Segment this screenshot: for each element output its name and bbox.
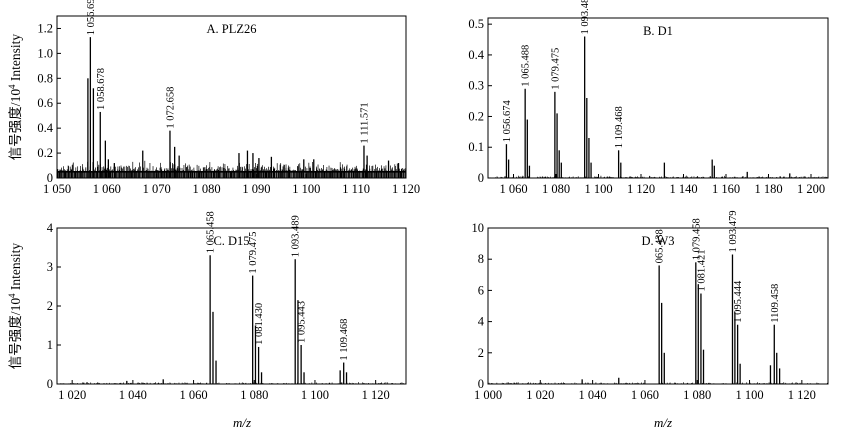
y-axis-label-bottom-sup: 4 bbox=[7, 293, 17, 298]
y-axis-label-bottom-cn: 信号强度/10 bbox=[8, 298, 23, 370]
panel-a-y-tick-label: 0.6 bbox=[37, 96, 53, 110]
panel-c-y-tick-label: 2 bbox=[47, 299, 53, 313]
panel-b-x-tick-label: 1 200 bbox=[797, 182, 825, 196]
panel-b-noise-spectrum bbox=[487, 175, 829, 178]
panel-d-y-tick-label: 6 bbox=[478, 283, 484, 297]
panel-c-frame bbox=[56, 227, 407, 385]
panel-a-x-tick-label: 1 070 bbox=[143, 182, 171, 196]
panel-a-x-tick-label: 1 110 bbox=[342, 182, 370, 196]
panel-a-y-tick-label: 0.4 bbox=[37, 121, 53, 135]
panel-d: D. W3 1 000 1 020 1 040 1 060 1 080 1 100 1 120… bbox=[472, 211, 829, 402]
y-axis-label-bottom: 信号强度/104 Intensity bbox=[7, 243, 23, 370]
panel-d-title: D. W3 bbox=[641, 234, 674, 248]
panel-c-peak-label: 1 109.468 bbox=[339, 319, 350, 361]
panel-b-peak-label: 1 093.489 bbox=[580, 0, 591, 35]
panel-c-peak-label: 1 079.475 bbox=[248, 232, 259, 274]
panel-a-y-tick-label: 0.8 bbox=[37, 71, 53, 85]
panel-b-y-tick-label: 0.5 bbox=[468, 17, 484, 31]
panel-a-x-tick-label: 1 120 bbox=[392, 182, 420, 196]
panel-a-x-tick-label: 1 080 bbox=[193, 182, 221, 196]
panel-d-y-tick-label: 0 bbox=[478, 377, 484, 391]
panel-b-peak-label: 1 065.488 bbox=[521, 45, 532, 87]
panel-c-x-tick-label: 1 060 bbox=[180, 388, 208, 402]
panel-c-x-tick-label: 1 100 bbox=[301, 388, 329, 402]
panel-c-x-tick-label: 1 120 bbox=[362, 388, 390, 402]
panel-b-x-tick-label: 1 140 bbox=[669, 182, 697, 196]
panel-a-y-tick-label: 1.2 bbox=[37, 21, 53, 35]
y-axis-label-top-cn: 信号强度/10 bbox=[8, 89, 23, 161]
panel-a-x-tick-label: 1 050 bbox=[43, 182, 71, 196]
panel-d-x-tick-label: 1 040 bbox=[579, 388, 607, 402]
panel-a-y-tick-label: 0 bbox=[47, 171, 53, 185]
panel-a-title: A. PLZ26 bbox=[207, 22, 257, 36]
panel-a-peak-label: 1 056.692 bbox=[86, 0, 97, 35]
panel-d-x-tick-label: 1 000 bbox=[474, 388, 502, 402]
panel-a: A. PLZ26 1 050 1 060 1 070 1 080 1 090 1 100 1 … bbox=[37, 0, 420, 196]
panel-d-x-tick-label: 1 100 bbox=[735, 388, 763, 402]
panel-c-x-tick-label: 1 080 bbox=[240, 388, 268, 402]
panel-a-peak-label: 1 072.658 bbox=[166, 87, 177, 129]
panel-c-peak-label: 1 093.489 bbox=[291, 215, 302, 257]
panel-d-x-tick-label: 1 060 bbox=[631, 388, 659, 402]
panel-d-noise-spectrum bbox=[487, 382, 828, 384]
panel-d-peak-label: 1109.458 bbox=[770, 284, 781, 323]
panel-b-x-tick-label: 1 100 bbox=[584, 182, 612, 196]
panel-a-peak-label: 1 111.571 bbox=[360, 102, 371, 143]
panel-c-y-tick-label: 1 bbox=[47, 338, 53, 352]
panel-b-y-tick-label: 0.3 bbox=[468, 79, 484, 93]
panel-c-x-tick-label: 1 020 bbox=[58, 388, 86, 402]
panel-b-x-tick-label: 1 160 bbox=[712, 182, 740, 196]
panel-c: C. D15 1 020 1 040 1 060 1 080 1 100 1 120 0 1 2 3… bbox=[47, 211, 407, 402]
panel-b-x-tick-label: 1 060 bbox=[499, 182, 527, 196]
panel-b-y-tick-label: 0.2 bbox=[468, 109, 484, 123]
panel-a-x-tick-label: 1 060 bbox=[93, 182, 121, 196]
panel-b-frame bbox=[487, 17, 829, 179]
panel-d-peak-label: 1 081.421 bbox=[696, 250, 707, 292]
y-axis-label-bottom-en: Intensity bbox=[8, 243, 23, 294]
panel-d-peak-label: 1 093.479 bbox=[728, 211, 739, 253]
panel-c-peak-label: 1 081.430 bbox=[254, 303, 265, 345]
panel-c-peak-label: 1 095.443 bbox=[297, 301, 308, 343]
panel-c-y-tick-label: 3 bbox=[47, 260, 53, 274]
panel-a-x-tick-label: 1 090 bbox=[242, 182, 270, 196]
panel-b-peak-label: 1 079.475 bbox=[550, 48, 561, 90]
panel-d-y-tick-label: 8 bbox=[478, 252, 484, 266]
panel-b-x-tick-label: 1 180 bbox=[754, 182, 782, 196]
panel-d-x-tick-label: 1 120 bbox=[788, 388, 816, 402]
panel-b-peak-label: 1 056.674 bbox=[502, 99, 513, 142]
panel-d-y-tick-label: 2 bbox=[478, 346, 484, 360]
panel-c-y-tick-label: 4 bbox=[47, 221, 54, 235]
x-axis-label-right: m/z bbox=[654, 415, 672, 430]
y-axis-label-top-sup: 4 bbox=[7, 84, 17, 89]
y-axis-label-top-en: Intensity bbox=[8, 34, 23, 85]
panel-c-x-tick-label: 1 040 bbox=[119, 388, 147, 402]
panel-a-frame bbox=[56, 15, 407, 179]
panel-a-noise-spectrum bbox=[56, 160, 406, 178]
panel-d-peak-label: 1 095.444 bbox=[733, 280, 744, 323]
panel-d-x-tick-label: 1 080 bbox=[683, 388, 711, 402]
panel-c-y-tick-label: 0 bbox=[47, 377, 53, 391]
panel-b: B. D1 1 060 1 080 1 100 1 120 1 140 1 160 1 180… bbox=[468, 0, 829, 196]
panel-b-y-tick-label: 0 bbox=[478, 171, 484, 185]
panel-a-y-tick-label: 0.2 bbox=[37, 146, 53, 160]
panel-d-x-tick-label: 1 020 bbox=[526, 388, 554, 402]
panel-b-y-tick-label: 0.4 bbox=[468, 48, 484, 62]
panel-d-y-tick-label: 4 bbox=[478, 315, 485, 329]
panel-d-y-tick-label: 10 bbox=[472, 221, 485, 235]
panel-b-y-tick-label: 0.1 bbox=[468, 140, 484, 154]
panel-c-title: C. D15 bbox=[213, 234, 249, 248]
panel-c-peak-label: 1 065.458 bbox=[206, 211, 217, 253]
panel-a-peak-label: 1 058.678 bbox=[96, 68, 107, 110]
panel-b-x-tick-label: 1 080 bbox=[542, 182, 570, 196]
panel-d-peak-label: 1 079.458 bbox=[691, 218, 702, 260]
panel-d-peak-label: 065.438 bbox=[655, 229, 666, 263]
panel-b-title: B. D1 bbox=[643, 24, 673, 38]
panel-b-x-tick-label: 1 120 bbox=[627, 182, 655, 196]
panel-b-peak-label: 1 109.468 bbox=[614, 106, 625, 148]
y-axis-label-top: 信号强度/104 Intensity bbox=[7, 34, 23, 161]
panel-a-y-tick-label: 1.0 bbox=[37, 46, 53, 60]
x-axis-label-left: m/z bbox=[233, 415, 251, 430]
panel-a-x-tick-label: 1 100 bbox=[292, 182, 320, 196]
